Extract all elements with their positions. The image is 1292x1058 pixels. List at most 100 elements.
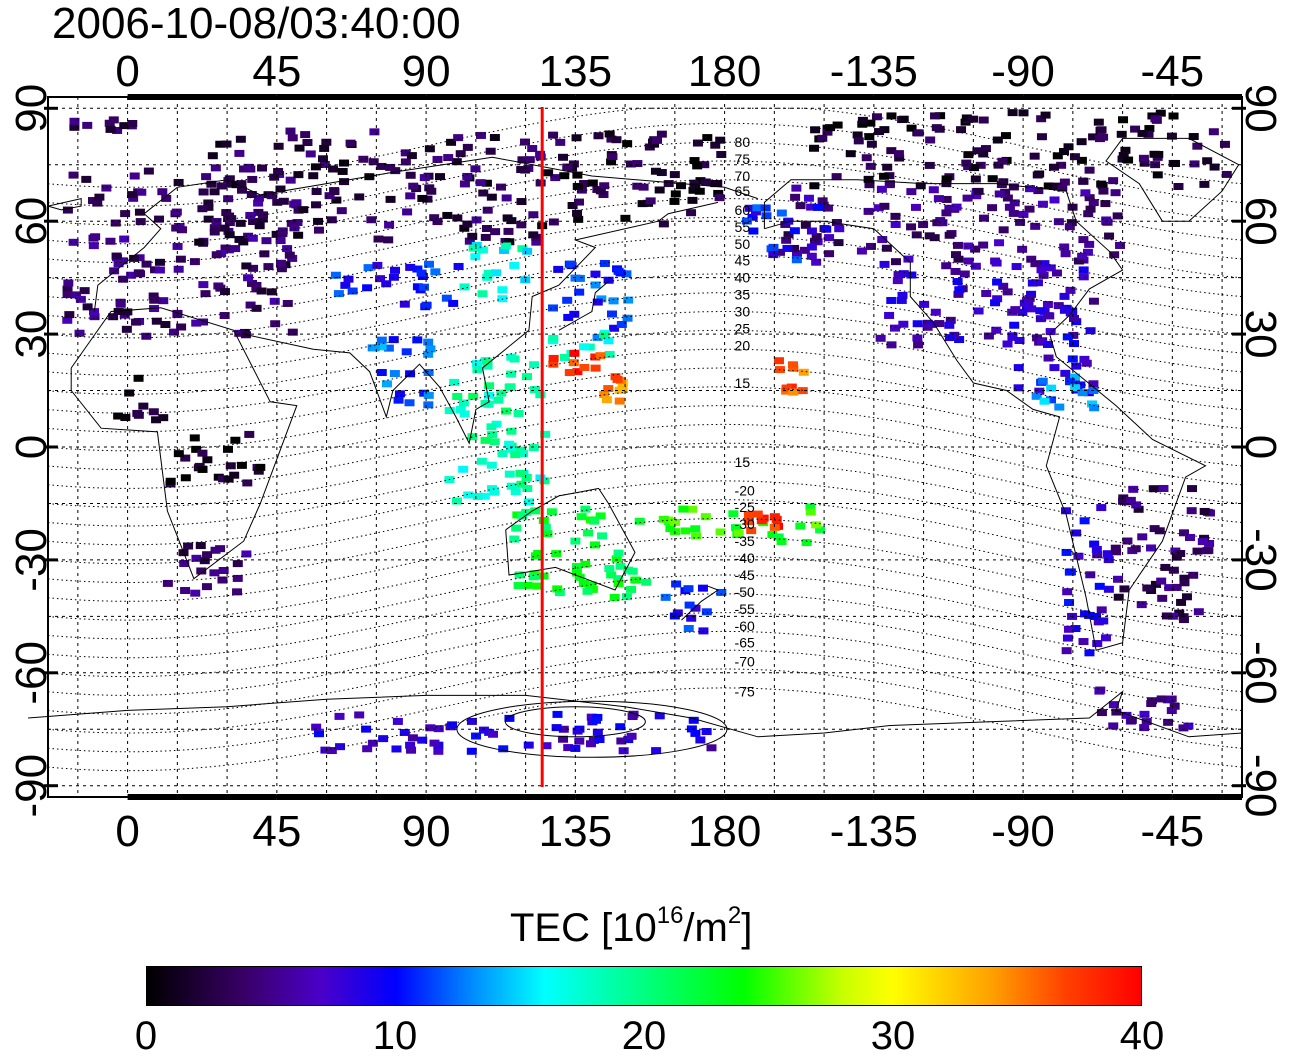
- tec-cell: [861, 154, 872, 162]
- tec-cell: [686, 614, 697, 622]
- tec-cell: [235, 135, 246, 143]
- tec-cell: [597, 532, 608, 540]
- tec-cell: [443, 154, 454, 162]
- tec-cell: [571, 569, 582, 577]
- tec-cell: [261, 237, 272, 245]
- tec-cell: [978, 214, 989, 222]
- tec-cell: [1166, 695, 1177, 703]
- tec-cell: [405, 263, 416, 271]
- tec-cell: [616, 320, 627, 328]
- tec-cell: [879, 172, 890, 180]
- tec-cell: [1060, 369, 1071, 377]
- tec-cell: [625, 160, 636, 168]
- tec-cell: [433, 725, 444, 733]
- tec-cell: [604, 350, 615, 358]
- right-lat-label: 90: [1236, 84, 1285, 133]
- tec-cell: [783, 217, 794, 225]
- tec-cell: [768, 243, 779, 251]
- tec-cell: [1088, 199, 1099, 207]
- tec-cell: [74, 329, 85, 337]
- tec-cell: [1008, 209, 1019, 217]
- coastline: [1105, 137, 1240, 222]
- tec-cell: [824, 234, 835, 242]
- magnetic-latitude-line: [47, 405, 1243, 489]
- tec-cell: [110, 219, 121, 227]
- tec-cell: [480, 436, 491, 444]
- tec-cell: [689, 157, 700, 165]
- tec-cell: [535, 179, 546, 187]
- tec-cell: [782, 244, 793, 252]
- tec-cell: [476, 457, 487, 465]
- tec-cell: [191, 554, 202, 562]
- tec-cell: [113, 307, 124, 315]
- tec-cell: [219, 288, 230, 296]
- tec-cell: [385, 195, 396, 203]
- tec-cell: [910, 203, 921, 211]
- tec-cell: [1139, 710, 1150, 718]
- tec-cell: [224, 175, 235, 183]
- tec-cell: [149, 296, 160, 304]
- tec-cell: [490, 228, 501, 236]
- tec-cell: [1091, 613, 1102, 621]
- tec-cell: [1066, 219, 1077, 227]
- tec-cell: [1164, 584, 1175, 592]
- tec-cell: [311, 723, 322, 731]
- tec-cell: [650, 167, 661, 175]
- tec-cell: [591, 716, 602, 724]
- tec-cell: [1160, 563, 1171, 571]
- tec-cell: [695, 177, 706, 185]
- tec-cell: [509, 261, 520, 269]
- tec-cell: [446, 138, 457, 146]
- magnetic-latitude-line: [47, 649, 1243, 734]
- tec-cell: [506, 217, 517, 225]
- top-lon-label: 45: [252, 47, 301, 96]
- tec-cell: [572, 563, 583, 571]
- tec-cell: [541, 742, 552, 750]
- tec-cell: [522, 485, 533, 493]
- tec-cell: [340, 281, 351, 289]
- tec-cell: [912, 320, 923, 328]
- tec-cell: [1053, 302, 1064, 310]
- tec-cell: [519, 138, 530, 146]
- tec-cell: [328, 165, 339, 173]
- tec-cell: [1120, 146, 1131, 154]
- tec-cell: [165, 477, 176, 485]
- tec-cell: [558, 725, 569, 733]
- tec-cell: [970, 175, 981, 183]
- tec-cell: [700, 178, 711, 186]
- tec-cell: [112, 126, 123, 134]
- tec-cell: [733, 529, 744, 537]
- tec-cell: [580, 505, 591, 513]
- tec-cell: [459, 410, 470, 418]
- tec-cell: [845, 150, 856, 158]
- tec-cell: [805, 508, 816, 516]
- tec-cell: [752, 510, 763, 518]
- tec-cell: [971, 192, 982, 200]
- tec-cell: [688, 716, 699, 724]
- tec-cell: [994, 190, 1005, 198]
- tec-cell: [1171, 553, 1182, 561]
- tec-cell: [293, 231, 304, 239]
- tec-cell: [601, 396, 612, 404]
- tec-cell: [622, 140, 633, 148]
- tec-cell: [660, 593, 671, 601]
- tec-cell: [783, 231, 794, 239]
- tec-cell: [761, 212, 772, 220]
- tec-cell: [1017, 245, 1028, 253]
- tec-cell: [919, 300, 930, 308]
- tec-cell: [119, 122, 130, 130]
- left-lat-label: 30: [7, 310, 56, 359]
- tec-cell: [1085, 205, 1096, 213]
- tec-cell: [795, 522, 806, 530]
- tec-cell: [482, 358, 493, 366]
- tec-cell: [706, 744, 717, 752]
- magnetic-latitude-line: [47, 612, 1243, 696]
- tec-cell: [1121, 711, 1132, 719]
- tec-cell: [329, 188, 340, 196]
- tec-cell: [1131, 501, 1142, 509]
- tec-cell: [789, 227, 800, 235]
- tec-cell: [879, 202, 890, 210]
- magnetic-latitude-label: 35: [735, 287, 751, 303]
- tec-cell: [1199, 180, 1210, 188]
- tec-cell: [383, 344, 394, 352]
